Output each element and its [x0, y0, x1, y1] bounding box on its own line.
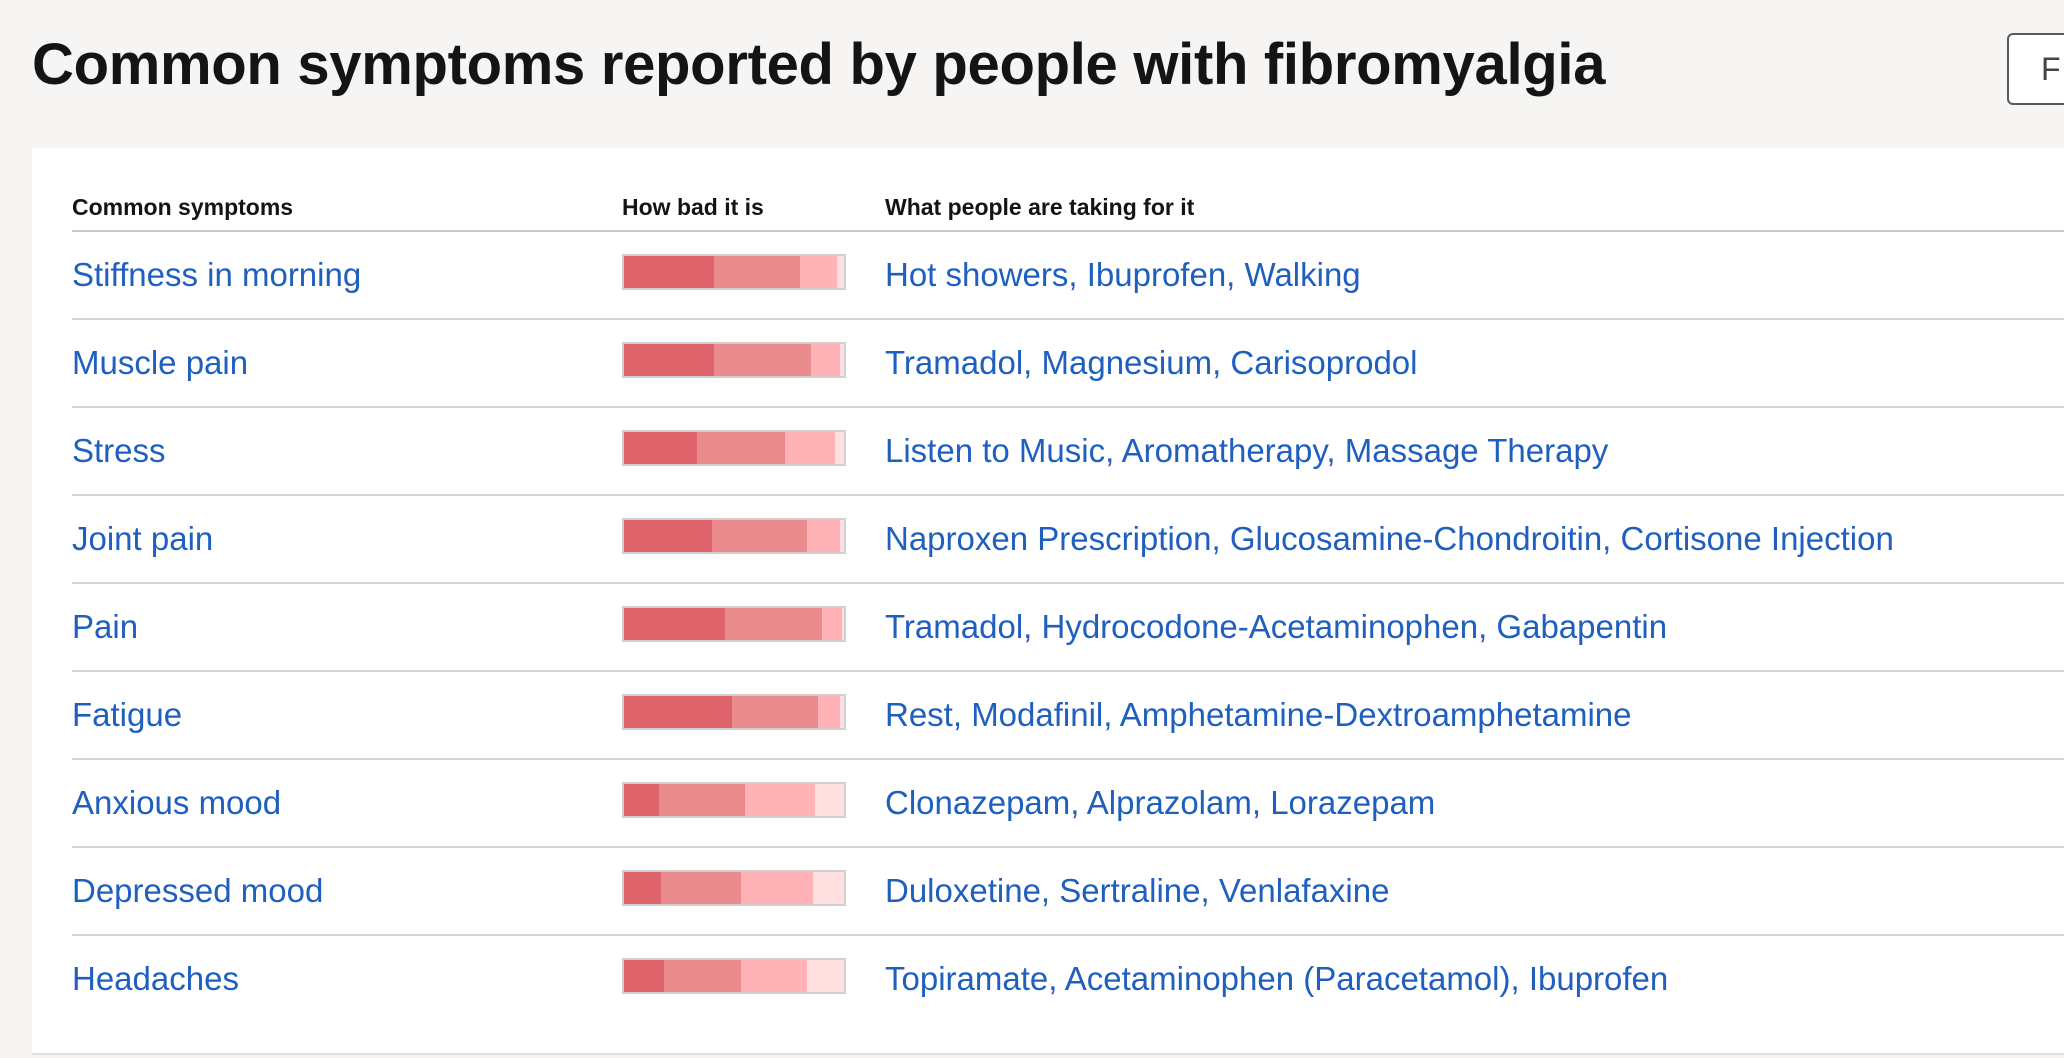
severity-segment-none	[839, 696, 844, 728]
severity-segment-none	[806, 960, 844, 992]
severity-segment-none	[813, 872, 844, 904]
severity-bar	[622, 782, 846, 818]
severity-segment-mild	[784, 432, 836, 464]
table-row: Depressed mood Duloxetine, Sertraline, Ve…	[72, 848, 2064, 936]
symptom-link[interactable]: Headaches	[72, 960, 239, 997]
severity-bar	[622, 958, 846, 994]
table-row: Stress Listen to Music, Aromatherapy, Mas…	[72, 408, 2064, 496]
severity-segment-none	[841, 608, 844, 640]
symptom-link[interactable]: Depressed mood	[72, 872, 324, 909]
severity-segment-moderate	[714, 256, 800, 288]
table-row: Stiffness in morning Hot showers, Ibuprof…	[72, 232, 2064, 320]
severity-segment-none	[835, 432, 844, 464]
header-common-symptoms: Common symptoms	[72, 194, 294, 220]
table-row: Fatigue Rest, Modafinil, Amphetamine-Dext…	[72, 672, 2064, 760]
table-row: Joint pain Naproxen Prescription, Glucosa…	[72, 496, 2064, 584]
severity-segment-moderate	[731, 696, 818, 728]
severity-segment-mild	[817, 696, 840, 728]
severity-segment-mild	[810, 344, 840, 376]
severity-bar	[622, 870, 846, 906]
severity-segment-moderate	[725, 608, 822, 640]
treatments-link[interactable]: Listen to Music, Aromatherapy, Massage T…	[885, 432, 1609, 469]
severity-bar	[622, 694, 846, 730]
severity-segment-severe	[624, 960, 664, 992]
treatments-link[interactable]: Hot showers, Ibuprofen, Walking	[885, 256, 1361, 293]
symptom-link[interactable]: Fatigue	[72, 696, 183, 733]
severity-bar	[622, 254, 846, 290]
treatments-link[interactable]: Naproxen Prescription, Glucosamine-Chond…	[885, 520, 1894, 557]
severity-segment-severe	[624, 344, 715, 376]
symptom-link[interactable]: Pain	[72, 608, 139, 645]
table-row: Headaches Topiramate, Acetaminophen (Para…	[72, 936, 2064, 1022]
header-how-bad-it-is: How bad it is	[622, 194, 764, 220]
table-row: Anxious mood Clonazepam, Alprazolam, Lora…	[72, 760, 2064, 848]
treatments-link[interactable]: Rest, Modafinil, Amphetamine-Dextroamphe…	[885, 696, 1632, 733]
symptom-link[interactable]: Muscle pain	[72, 344, 249, 381]
severity-segment-mild	[821, 608, 842, 640]
severity-segment-none	[815, 784, 844, 816]
severity-segment-mild	[806, 520, 840, 552]
severity-segment-severe	[624, 432, 697, 464]
severity-segment-mild	[744, 784, 816, 816]
severity-segment-moderate	[661, 872, 741, 904]
severity-segment-none	[839, 520, 844, 552]
severity-segment-severe	[624, 520, 712, 552]
severity-segment-severe	[624, 256, 715, 288]
table-row: Pain Tramadol, Hydrocodone-Acetaminophen,…	[72, 584, 2064, 672]
treatments-link[interactable]: Topiramate, Acetaminophen (Paracetamol),…	[885, 960, 1669, 997]
page-title: Common symptoms reported by people with …	[32, 32, 1606, 97]
treatments-link[interactable]: Clonazepam, Alprazolam, Lorazepam	[885, 784, 1436, 821]
severity-segment-mild	[740, 872, 814, 904]
severity-segment-severe	[624, 784, 660, 816]
header-what-people-take: What people are taking for it	[885, 194, 1195, 220]
severity-segment-mild	[799, 256, 838, 288]
treatments-link[interactable]: Tramadol, Magnesium, Carisoprodol	[885, 344, 1418, 381]
table-row: Muscle pain Tramadol, Magnesium, Carisopr…	[72, 320, 2064, 408]
symptom-link[interactable]: Joint pain	[72, 520, 214, 557]
symptom-link[interactable]: Anxious mood	[72, 784, 282, 821]
severity-bar	[622, 342, 846, 378]
severity-segment-moderate	[712, 520, 807, 552]
severity-segment-severe	[624, 872, 662, 904]
severity-segment-moderate	[696, 432, 785, 464]
severity-segment-none	[837, 256, 844, 288]
severity-segment-mild	[740, 960, 807, 992]
severity-segment-moderate	[659, 784, 745, 816]
severity-segment-moderate	[714, 344, 811, 376]
table-header: Common symptoms How bad it is What peopl…	[72, 190, 2064, 232]
severity-segment-severe	[624, 608, 726, 640]
severity-bar	[622, 430, 846, 466]
symptom-link[interactable]: Stiffness in morning	[72, 256, 362, 293]
severity-bar	[622, 518, 846, 554]
severity-segment-severe	[624, 696, 732, 728]
symptom-link[interactable]: Stress	[72, 432, 166, 469]
severity-bar	[622, 606, 846, 642]
severity-segment-none	[839, 344, 844, 376]
symptoms-card: Common symptoms How bad it is What peopl…	[32, 148, 2064, 1055]
symptom-table-body: Stiffness in morning Hot showers, Ibuprof…	[72, 232, 2064, 1022]
severity-segment-moderate	[663, 960, 741, 992]
top-right-button[interactable]: F	[2007, 33, 2064, 105]
treatments-link[interactable]: Duloxetine, Sertraline, Venlafaxine	[885, 872, 1390, 909]
treatments-link[interactable]: Tramadol, Hydrocodone-Acetaminophen, Gab…	[885, 608, 1668, 645]
